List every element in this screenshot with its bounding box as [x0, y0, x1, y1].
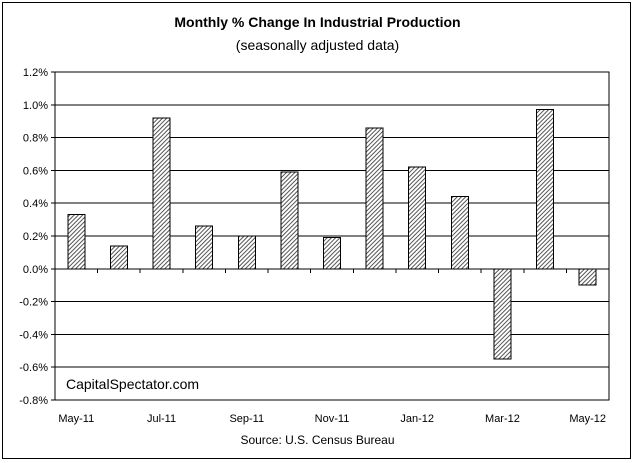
y-tick-label: -0.4%: [19, 329, 48, 341]
x-tick-label: Nov-11: [315, 413, 350, 425]
x-tick-label: May-12: [569, 413, 606, 425]
bar: [408, 166, 427, 270]
bar: [536, 109, 555, 270]
chart-frame: [2, 2, 631, 459]
x-tick-label: Sep-11: [229, 413, 264, 425]
bar: [323, 237, 341, 270]
bar: [109, 245, 128, 270]
axes: [54, 71, 610, 401]
bar: [67, 214, 86, 270]
bar: [152, 117, 171, 270]
y-tick-label: -0.2%: [19, 297, 48, 309]
bar: [280, 171, 299, 270]
chart-title: Monthly % Change In Industrial Productio…: [174, 14, 461, 30]
y-tick-label: -0.6%: [19, 362, 48, 374]
bar: [195, 225, 214, 270]
bar: [450, 196, 469, 270]
x-tick-label: Jul-11: [147, 413, 176, 425]
y-tick-label: 0.4%: [23, 198, 48, 210]
x-axis-tick-labels: May-11 Jul-11 Sep-11 Nov-11 Jan-12 Mar-12 May-…: [58, 413, 606, 425]
chart-source: Source: U.S. Census Bureau: [240, 433, 395, 447]
y-tick-label: 0.2%: [23, 231, 48, 243]
bar: [578, 268, 597, 286]
y-tick-label: -0.8%: [19, 395, 48, 407]
chart-subtitle: (seasonally adjusted data): [235, 37, 400, 53]
x-tick-label: Mar-12: [485, 413, 520, 425]
plot-area-border: [54, 71, 610, 401]
bar: [365, 127, 384, 270]
y-tick-label: 0.8%: [23, 133, 48, 145]
gridlines: [51, 71, 609, 401]
y-axis-tick-labels: 1.2% 1.0% 0.8% 0.6% 0.4% 0.2% 0.0% -0.2% -0.4% -0…: [19, 67, 48, 407]
y-tick-label: 0.0%: [23, 264, 48, 276]
x-tick-label: May-11: [58, 413, 94, 425]
bar: [237, 235, 256, 270]
y-tick-label: 0.6%: [23, 165, 48, 177]
x-tick-label: Jan-12: [400, 413, 434, 425]
bars: [67, 109, 597, 360]
watermark-text: CapitalSpectator.com: [66, 376, 200, 392]
bar: [493, 268, 512, 360]
y-tick-label: 1.0%: [23, 100, 48, 112]
y-tick-label: 1.2%: [23, 67, 48, 79]
